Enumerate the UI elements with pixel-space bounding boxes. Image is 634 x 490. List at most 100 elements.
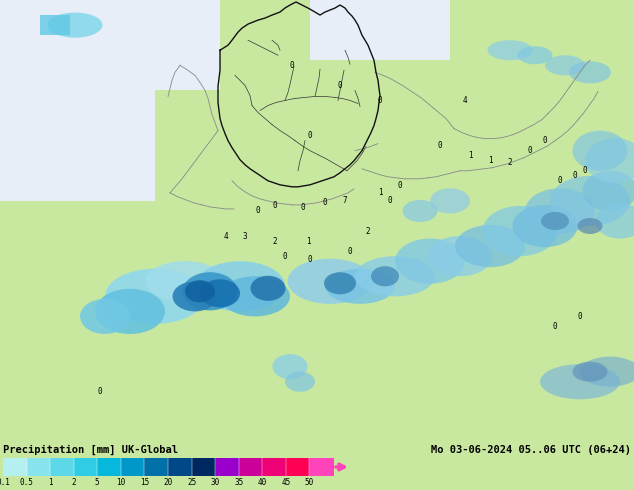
Bar — [309, 458, 333, 476]
Ellipse shape — [145, 261, 225, 301]
Ellipse shape — [325, 269, 395, 304]
Ellipse shape — [273, 354, 307, 379]
Ellipse shape — [80, 299, 130, 334]
Bar — [97, 458, 121, 476]
Bar — [121, 458, 145, 476]
Ellipse shape — [287, 259, 373, 304]
Text: 5: 5 — [95, 478, 100, 487]
Ellipse shape — [403, 200, 437, 222]
Ellipse shape — [95, 289, 165, 334]
Bar — [27, 458, 51, 476]
Text: 0: 0 — [583, 166, 587, 175]
Bar — [40, 15, 70, 35]
Text: Precipitation [mm] UK-Global: Precipitation [mm] UK-Global — [3, 445, 178, 455]
Ellipse shape — [573, 131, 628, 171]
Ellipse shape — [355, 256, 435, 296]
Ellipse shape — [512, 205, 578, 247]
Bar — [0, 0, 100, 100]
Text: 40: 40 — [257, 478, 267, 487]
Ellipse shape — [195, 261, 285, 312]
Text: 30: 30 — [210, 478, 220, 487]
Text: 2: 2 — [366, 226, 370, 236]
Text: 2: 2 — [273, 237, 277, 245]
Text: 1: 1 — [468, 151, 472, 160]
Text: 7: 7 — [343, 196, 347, 205]
Ellipse shape — [427, 236, 493, 276]
Text: 0: 0 — [558, 176, 562, 185]
Text: 0.5: 0.5 — [20, 478, 34, 487]
Ellipse shape — [583, 171, 634, 211]
Bar — [215, 458, 239, 476]
Text: 1: 1 — [306, 237, 310, 245]
Ellipse shape — [541, 212, 569, 230]
Text: 0: 0 — [290, 61, 294, 70]
Text: 4: 4 — [224, 232, 228, 241]
Text: 1: 1 — [48, 478, 53, 487]
Text: 0: 0 — [578, 312, 582, 321]
Ellipse shape — [183, 272, 238, 310]
Text: 2: 2 — [72, 478, 76, 487]
Ellipse shape — [482, 206, 557, 256]
Text: 0: 0 — [98, 387, 102, 396]
Text: 0: 0 — [338, 81, 342, 90]
Bar — [286, 458, 310, 476]
Text: 0: 0 — [553, 322, 557, 331]
Text: 0.1: 0.1 — [0, 478, 10, 487]
Text: 4: 4 — [463, 96, 467, 105]
Ellipse shape — [220, 276, 290, 317]
Ellipse shape — [585, 138, 634, 183]
Bar — [0, 0, 220, 90]
Text: 10: 10 — [116, 478, 126, 487]
Text: 0: 0 — [283, 252, 287, 261]
Ellipse shape — [324, 272, 356, 294]
Text: 0: 0 — [437, 141, 443, 150]
Text: Mo 03-06-2024 05..06 UTC (06+24): Mo 03-06-2024 05..06 UTC (06+24) — [431, 445, 631, 455]
Ellipse shape — [172, 281, 217, 312]
Ellipse shape — [525, 188, 595, 234]
Ellipse shape — [550, 176, 630, 226]
Bar — [239, 458, 262, 476]
Text: 0: 0 — [527, 146, 533, 155]
Ellipse shape — [371, 266, 399, 286]
Ellipse shape — [105, 269, 205, 324]
Bar — [168, 458, 192, 476]
Text: 45: 45 — [281, 478, 290, 487]
Text: 1: 1 — [488, 156, 493, 165]
Ellipse shape — [488, 40, 533, 60]
Bar — [191, 458, 216, 476]
Ellipse shape — [455, 225, 525, 267]
Bar — [262, 458, 287, 476]
Text: 0: 0 — [573, 172, 578, 180]
Ellipse shape — [578, 218, 602, 234]
Ellipse shape — [540, 364, 620, 399]
Ellipse shape — [285, 371, 315, 392]
Text: 0: 0 — [398, 181, 403, 190]
Ellipse shape — [573, 362, 607, 382]
Bar — [50, 458, 74, 476]
Text: 0: 0 — [543, 136, 547, 145]
Ellipse shape — [48, 13, 103, 38]
Text: 1: 1 — [378, 188, 382, 197]
Text: 35: 35 — [234, 478, 243, 487]
Bar — [310, 0, 450, 60]
Ellipse shape — [595, 203, 634, 239]
Text: 3: 3 — [243, 232, 247, 241]
Text: 0: 0 — [301, 203, 306, 213]
Ellipse shape — [517, 46, 552, 64]
Text: 0: 0 — [256, 206, 261, 216]
Ellipse shape — [250, 276, 285, 301]
Text: 0: 0 — [307, 131, 313, 140]
Text: 0: 0 — [378, 96, 382, 105]
Ellipse shape — [545, 55, 585, 75]
Text: 0: 0 — [347, 246, 353, 256]
Bar — [3, 458, 27, 476]
Text: 15: 15 — [140, 478, 149, 487]
Ellipse shape — [569, 61, 611, 83]
Ellipse shape — [200, 279, 240, 307]
Text: 20: 20 — [164, 478, 172, 487]
Text: 0: 0 — [387, 196, 392, 205]
Text: 25: 25 — [187, 478, 196, 487]
Text: 0: 0 — [273, 201, 277, 210]
Text: 0: 0 — [307, 255, 313, 264]
Text: 0: 0 — [323, 198, 327, 207]
